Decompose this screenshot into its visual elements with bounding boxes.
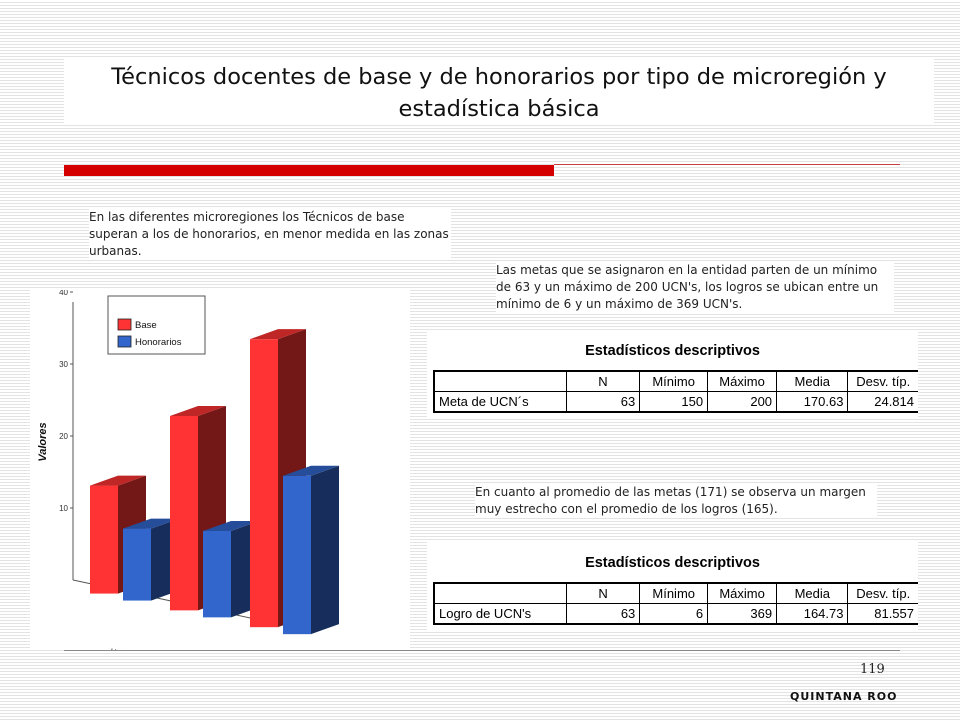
y-tick-label: 20 bbox=[59, 432, 68, 441]
paragraph-metas-range: Las metas que se asignaron en la entidad… bbox=[496, 262, 894, 313]
footer-divider bbox=[64, 650, 900, 651]
stats-table-metas: Estadísticos descriptivos N Mínimo Máxim… bbox=[427, 330, 918, 418]
table-header-cell bbox=[434, 371, 567, 392]
table-cell: 6 bbox=[639, 603, 709, 624]
bar-chart: 10203040ValoresUrbanaRuralTotal BaseHono… bbox=[30, 288, 410, 693]
bar-top bbox=[123, 518, 179, 529]
table-cell: 63 bbox=[566, 603, 641, 624]
table-header-cell: Máximo bbox=[707, 583, 778, 604]
legend-label: Honorarios bbox=[135, 337, 182, 348]
bar-top bbox=[203, 520, 259, 531]
bar-base-rural bbox=[170, 415, 198, 611]
page-number: 119 bbox=[860, 662, 885, 677]
legend-swatch bbox=[117, 335, 132, 348]
bar-top bbox=[283, 465, 339, 476]
bar-honorarios-urbana bbox=[123, 528, 151, 601]
bar-base-total bbox=[250, 339, 278, 628]
table-header-cell: Desv. típ. bbox=[847, 371, 918, 392]
y-axis-label: Valores bbox=[37, 422, 49, 461]
table-header-cell: N bbox=[566, 371, 641, 392]
accent-line bbox=[554, 164, 900, 165]
table-row-label: Logro de UCN's bbox=[434, 603, 567, 624]
table-row: Meta de UCN´s 63 150 200 170.63 24.814 bbox=[434, 391, 918, 412]
table-row: Logro de UCN's 63 6 369 164.73 81.557 bbox=[434, 603, 918, 624]
table-header-cell: Mínimo bbox=[639, 371, 709, 392]
legend-swatch bbox=[117, 318, 132, 331]
table-header-cell: Máximo bbox=[707, 371, 778, 392]
stats-table-title: Estadísticos descriptivos bbox=[585, 343, 760, 359]
table-header-cell: Desv. típ. bbox=[847, 583, 918, 604]
table-cell: 369 bbox=[707, 603, 778, 624]
table-header-cell bbox=[434, 583, 567, 604]
table-cell: 200 bbox=[707, 391, 778, 412]
bar-top bbox=[90, 475, 146, 486]
stats-table-title: Estadísticos descriptivos bbox=[585, 555, 760, 571]
bar-base-urbana bbox=[90, 485, 118, 594]
table-cell: 150 bbox=[639, 391, 709, 412]
table-header-row: N Mínimo Máximo Media Desv. típ. bbox=[434, 583, 918, 604]
paragraph-promedio: En cuanto al promedio de las metas (171)… bbox=[475, 484, 877, 518]
y-tick-label: 10 bbox=[59, 504, 68, 513]
y-tick-label: 40 bbox=[59, 290, 68, 297]
bar-honorarios-rural bbox=[203, 530, 231, 618]
bar-chart-svg: 10203040ValoresUrbanaRuralTotal BaseHono… bbox=[37, 288, 339, 693]
table-header-cell: N bbox=[566, 583, 641, 604]
stats-table-logros: Estadísticos descriptivos N Mínimo Máxim… bbox=[427, 542, 918, 630]
table-header-cell: Media bbox=[776, 583, 849, 604]
table-header-row: N Mínimo Máximo Media Desv. típ. bbox=[434, 371, 918, 392]
stats-grid: N Mínimo Máximo Media Desv. típ. Meta de… bbox=[433, 370, 918, 413]
table-cell: 63 bbox=[566, 391, 641, 412]
table-cell: 81.557 bbox=[874, 606, 914, 621]
stats-grid: N Mínimo Máximo Media Desv. típ. Logro d… bbox=[433, 582, 918, 625]
bar-honorarios-total bbox=[283, 475, 311, 635]
table-cell: 170.63 bbox=[776, 391, 849, 412]
bar-top bbox=[170, 405, 226, 416]
table-cell: 164.73 bbox=[776, 603, 849, 624]
table-header-cell: Mínimo bbox=[639, 583, 709, 604]
table-header-cell: Media bbox=[776, 371, 849, 392]
slide-title: Técnicos docentes de base y de honorario… bbox=[64, 57, 934, 125]
bar-top bbox=[250, 329, 306, 340]
footer-label: QUINTANA ROO bbox=[790, 690, 898, 703]
legend-label: Base bbox=[135, 320, 157, 331]
table-row-label: Meta de UCN´s bbox=[434, 391, 567, 412]
bar-side bbox=[311, 465, 339, 635]
table-cell: 24.814 bbox=[874, 394, 914, 409]
paragraph-base-vs-honorarios: En las diferentes microregiones los Técn… bbox=[89, 209, 451, 260]
y-tick-label: 30 bbox=[59, 360, 68, 369]
accent-bar bbox=[64, 165, 554, 176]
